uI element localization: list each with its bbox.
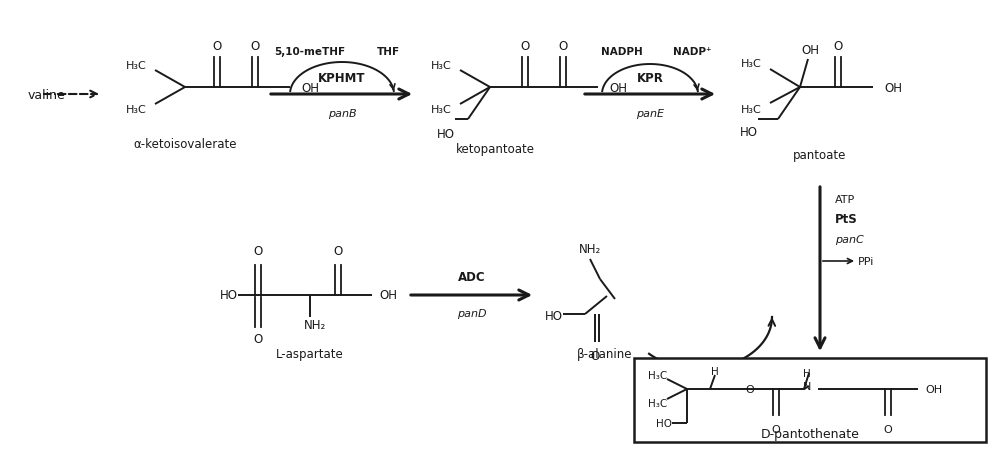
Text: THF: THF xyxy=(376,47,400,57)
Text: H₃C: H₃C xyxy=(648,370,667,380)
Text: H₃C: H₃C xyxy=(648,398,667,408)
Text: OH: OH xyxy=(884,81,902,94)
Text: N: N xyxy=(803,381,811,391)
Text: H₃C: H₃C xyxy=(741,105,762,115)
Text: NADP⁺: NADP⁺ xyxy=(673,47,711,57)
Text: ADC: ADC xyxy=(458,271,486,284)
Text: H₃C: H₃C xyxy=(126,105,147,115)
Text: HO: HO xyxy=(545,310,563,323)
Text: valine: valine xyxy=(28,88,66,101)
Text: 5,10-meTHF: 5,10-meTHF xyxy=(274,47,346,57)
Text: O: O xyxy=(746,384,754,394)
Text: PPi: PPi xyxy=(858,257,874,267)
Text: O: O xyxy=(250,40,260,52)
Text: panB: panB xyxy=(328,109,356,119)
Text: NADPH: NADPH xyxy=(601,47,643,57)
Text: HO: HO xyxy=(656,418,672,428)
Text: O: O xyxy=(884,424,892,434)
Text: O: O xyxy=(253,245,263,258)
Text: H: H xyxy=(803,368,811,378)
Text: HO: HO xyxy=(220,289,238,302)
Text: PtS: PtS xyxy=(835,213,858,226)
Text: O: O xyxy=(590,350,600,363)
Text: panD: panD xyxy=(457,308,487,318)
Text: O: O xyxy=(253,333,263,346)
Text: OH: OH xyxy=(301,81,319,94)
Text: pantoate: pantoate xyxy=(793,148,847,161)
Text: H₃C: H₃C xyxy=(741,59,762,69)
Text: ketopantoate: ketopantoate xyxy=(456,143,534,156)
Text: panE: panE xyxy=(636,109,664,119)
Text: HO: HO xyxy=(740,125,758,138)
Text: O: O xyxy=(833,40,843,52)
Text: O: O xyxy=(333,245,343,258)
Text: OH: OH xyxy=(925,384,943,394)
Text: H₃C: H₃C xyxy=(431,105,452,115)
Text: O: O xyxy=(558,40,568,52)
Text: D-pantothenate: D-pantothenate xyxy=(761,428,859,440)
Text: KPHMT: KPHMT xyxy=(318,71,366,84)
Text: OH: OH xyxy=(801,43,819,56)
Text: HO: HO xyxy=(437,127,455,140)
Text: O: O xyxy=(520,40,530,52)
Text: KPR: KPR xyxy=(637,71,663,84)
Text: NH₂: NH₂ xyxy=(304,319,326,332)
Text: NH₂: NH₂ xyxy=(579,243,601,256)
Text: O: O xyxy=(212,40,222,52)
Text: H₃C: H₃C xyxy=(431,61,452,71)
Text: ATP: ATP xyxy=(835,195,855,205)
Text: OH: OH xyxy=(609,81,627,94)
Text: β-alanine: β-alanine xyxy=(577,348,633,361)
Text: L-aspartate: L-aspartate xyxy=(276,348,344,361)
Text: panC: panC xyxy=(835,234,864,244)
Text: OH: OH xyxy=(379,289,397,302)
FancyBboxPatch shape xyxy=(634,358,986,442)
Text: O: O xyxy=(772,424,780,434)
Text: H: H xyxy=(711,366,719,376)
Text: α-ketoisovalerate: α-ketoisovalerate xyxy=(133,138,237,151)
Text: H₃C: H₃C xyxy=(126,61,147,71)
